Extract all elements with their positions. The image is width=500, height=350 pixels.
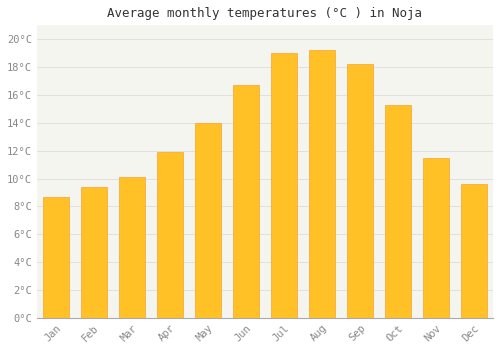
Bar [346, 64, 374, 318]
Bar [384, 105, 411, 318]
Bar [270, 53, 297, 318]
Bar [118, 177, 145, 318]
Bar [156, 152, 183, 318]
Bar [42, 197, 69, 318]
Bar [194, 123, 221, 318]
Bar [80, 187, 107, 318]
Bar [460, 184, 487, 318]
Bar [308, 50, 336, 318]
Bar [232, 85, 259, 318]
Title: Average monthly temperatures (°C ) in Noja: Average monthly temperatures (°C ) in No… [108, 7, 422, 20]
Bar [422, 158, 450, 318]
